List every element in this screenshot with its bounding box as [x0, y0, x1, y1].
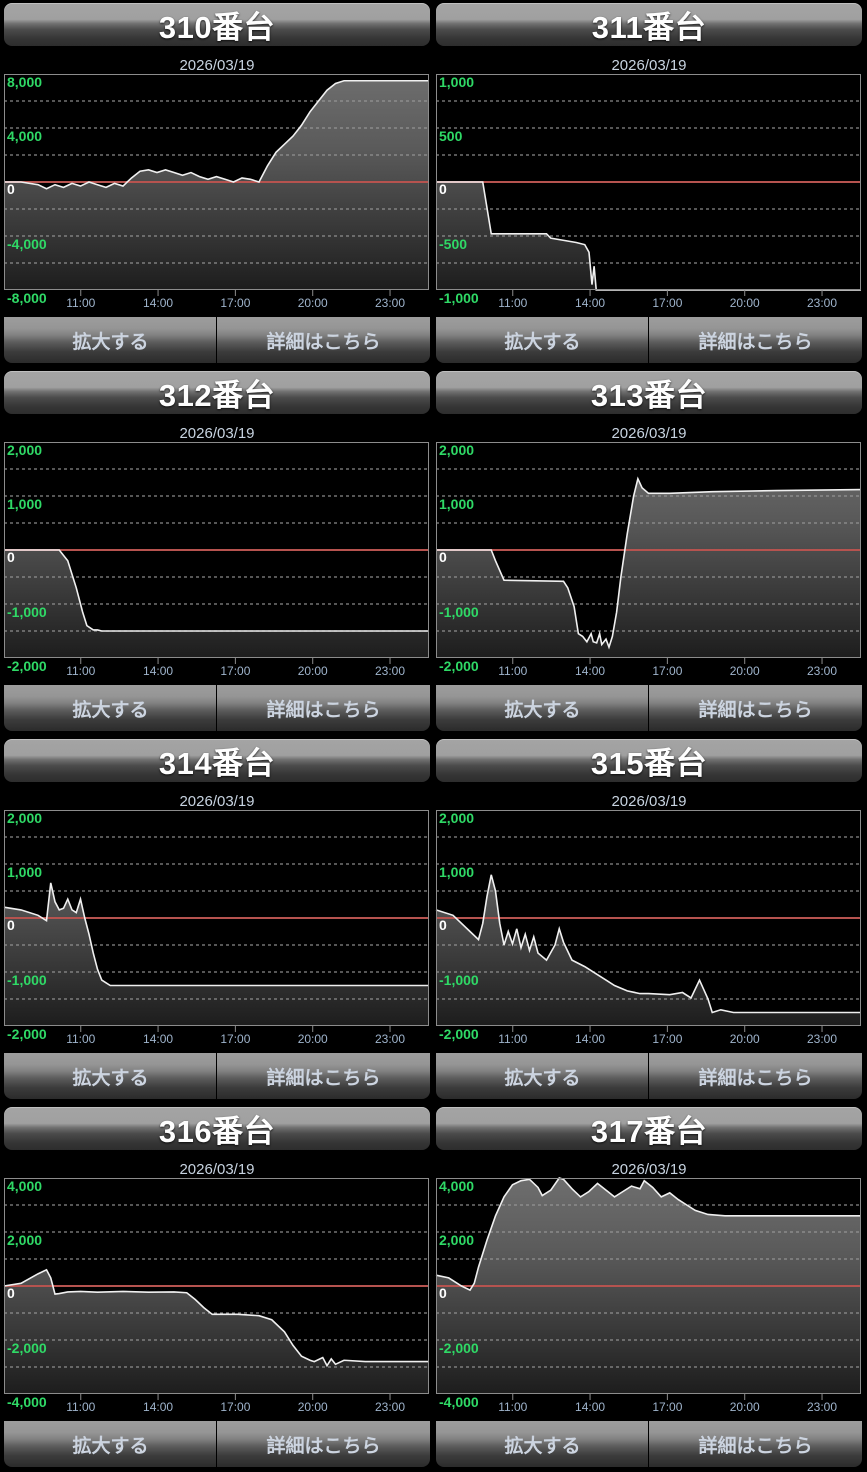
- svg-text:-2,000: -2,000: [7, 1026, 47, 1042]
- svg-text:23:00: 23:00: [375, 1032, 405, 1046]
- svg-text:0: 0: [7, 1285, 15, 1301]
- svg-text:4,000: 4,000: [7, 128, 42, 144]
- svg-text:-2,000: -2,000: [439, 1340, 479, 1356]
- svg-text:23:00: 23:00: [807, 1400, 837, 1414]
- svg-text:17:00: 17:00: [652, 1032, 682, 1046]
- svg-text:0: 0: [439, 549, 447, 565]
- svg-text:17:00: 17:00: [652, 1400, 682, 1414]
- svg-text:14:00: 14:00: [575, 664, 605, 678]
- svg-text:20:00: 20:00: [298, 1032, 328, 1046]
- svg-text:14:00: 14:00: [575, 1400, 605, 1414]
- svg-text:-2,000: -2,000: [7, 658, 47, 674]
- svg-text:2,000: 2,000: [7, 1232, 42, 1248]
- svg-text:1,000: 1,000: [439, 74, 474, 90]
- svg-text:-4,000: -4,000: [7, 236, 47, 252]
- svg-text:20:00: 20:00: [730, 296, 760, 310]
- svg-text:0: 0: [7, 549, 15, 565]
- svg-text:-2,000: -2,000: [439, 658, 479, 674]
- svg-text:-1,000: -1,000: [7, 972, 47, 988]
- svg-text:11:00: 11:00: [498, 296, 527, 310]
- svg-text:14:00: 14:00: [143, 1400, 173, 1414]
- svg-text:0: 0: [439, 181, 447, 197]
- svg-text:20:00: 20:00: [298, 664, 328, 678]
- svg-text:11:00: 11:00: [498, 664, 527, 678]
- svg-text:14:00: 14:00: [143, 1032, 173, 1046]
- svg-text:-1,000: -1,000: [439, 604, 479, 620]
- svg-text:11:00: 11:00: [66, 296, 95, 310]
- svg-text:17:00: 17:00: [220, 1032, 250, 1046]
- svg-text:1,000: 1,000: [439, 864, 474, 880]
- svg-text:2,000: 2,000: [7, 442, 42, 458]
- svg-text:4,000: 4,000: [7, 1178, 42, 1194]
- svg-text:500: 500: [439, 128, 463, 144]
- svg-text:20:00: 20:00: [298, 1400, 328, 1414]
- svg-text:17:00: 17:00: [652, 296, 682, 310]
- svg-text:1,000: 1,000: [7, 864, 42, 880]
- svg-text:23:00: 23:00: [807, 1032, 837, 1046]
- svg-text:23:00: 23:00: [375, 664, 405, 678]
- svg-text:2,000: 2,000: [7, 810, 42, 826]
- svg-text:-2,000: -2,000: [7, 1340, 47, 1356]
- svg-text:20:00: 20:00: [730, 1400, 760, 1414]
- svg-text:14:00: 14:00: [575, 1032, 605, 1046]
- svg-text:11:00: 11:00: [498, 1032, 527, 1046]
- svg-text:4,000: 4,000: [439, 1178, 474, 1194]
- svg-text:14:00: 14:00: [143, 296, 173, 310]
- svg-text:23:00: 23:00: [375, 1400, 405, 1414]
- svg-text:17:00: 17:00: [652, 664, 682, 678]
- svg-text:-4,000: -4,000: [439, 1394, 479, 1410]
- svg-text:-1,000: -1,000: [439, 290, 479, 306]
- svg-text:-500: -500: [439, 236, 467, 252]
- svg-text:0: 0: [439, 917, 447, 933]
- svg-text:-1,000: -1,000: [439, 972, 479, 988]
- svg-text:17:00: 17:00: [220, 664, 250, 678]
- svg-text:11:00: 11:00: [66, 1032, 95, 1046]
- svg-text:11:00: 11:00: [66, 664, 95, 678]
- svg-text:14:00: 14:00: [143, 664, 173, 678]
- svg-text:2,000: 2,000: [439, 1232, 474, 1248]
- svg-text:-8,000: -8,000: [7, 290, 47, 306]
- svg-text:11:00: 11:00: [66, 1400, 95, 1414]
- svg-text:23:00: 23:00: [807, 296, 837, 310]
- svg-text:14:00: 14:00: [575, 296, 605, 310]
- svg-text:11:00: 11:00: [498, 1400, 527, 1414]
- svg-text:1,000: 1,000: [7, 496, 42, 512]
- svg-text:23:00: 23:00: [375, 296, 405, 310]
- svg-text:0: 0: [439, 1285, 447, 1301]
- svg-text:17:00: 17:00: [220, 1400, 250, 1414]
- svg-text:0: 0: [7, 181, 15, 197]
- svg-text:20:00: 20:00: [730, 664, 760, 678]
- svg-text:20:00: 20:00: [730, 1032, 760, 1046]
- svg-text:-4,000: -4,000: [7, 1394, 47, 1410]
- svg-text:1,000: 1,000: [439, 496, 474, 512]
- svg-text:23:00: 23:00: [807, 664, 837, 678]
- svg-text:0: 0: [7, 917, 15, 933]
- svg-text:17:00: 17:00: [220, 296, 250, 310]
- svg-text:-2,000: -2,000: [439, 1026, 479, 1042]
- svg-text:8,000: 8,000: [7, 74, 42, 90]
- svg-text:2,000: 2,000: [439, 810, 474, 826]
- svg-text:20:00: 20:00: [298, 296, 328, 310]
- svg-text:2,000: 2,000: [439, 442, 474, 458]
- svg-text:-1,000: -1,000: [7, 604, 47, 620]
